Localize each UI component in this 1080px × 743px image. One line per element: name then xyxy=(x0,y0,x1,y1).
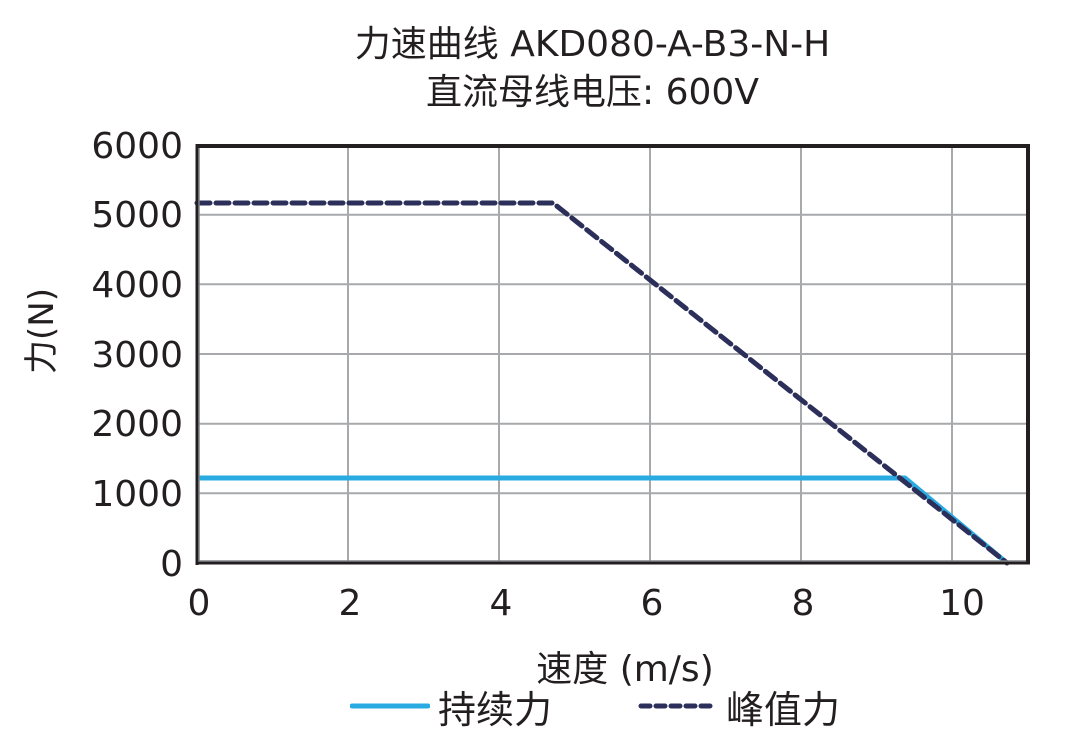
chart-title: 力速曲线 AKD080-A-B3-N-H xyxy=(354,24,831,65)
legend-item-peak: 峰值力 xyxy=(638,684,840,732)
ytick-0: 0 xyxy=(160,544,183,585)
chart-subtitle: 直流母线电压: 600V xyxy=(426,72,759,113)
y-axis-label: 力(N) xyxy=(22,288,62,374)
xtick-4: 4 xyxy=(490,583,513,624)
legend-label-peak: 峰值力 xyxy=(726,687,841,732)
continuous-force-line xyxy=(197,475,1009,565)
xtick-2: 2 xyxy=(339,583,362,624)
ytick-3000: 3000 xyxy=(91,335,183,376)
legend-solid-line-icon xyxy=(350,703,430,709)
xtick-8: 8 xyxy=(792,583,815,624)
y-axis-ticks: 0 1000 2000 3000 4000 5000 6000 xyxy=(91,126,183,585)
legend: 持续力 峰值力 xyxy=(0,684,1080,734)
legend-dashed-line-icon xyxy=(638,703,718,709)
xtick-10: 10 xyxy=(939,583,985,624)
legend-item-continuous: 持续力 xyxy=(350,684,552,732)
x-axis-label: 速度 (m/s) xyxy=(536,649,714,690)
ytick-1000: 1000 xyxy=(91,474,183,515)
ytick-6000: 6000 xyxy=(91,126,183,167)
ytick-2000: 2000 xyxy=(91,404,183,445)
legend-label-continuous: 持续力 xyxy=(438,687,553,732)
x-axis-ticks: 0 2 4 6 8 10 xyxy=(188,583,985,624)
plot-frame xyxy=(195,144,1030,565)
gridlines xyxy=(197,145,1028,563)
xtick-6: 6 xyxy=(641,583,664,624)
ytick-4000: 4000 xyxy=(91,265,183,306)
ytick-5000: 5000 xyxy=(91,195,183,236)
xtick-0: 0 xyxy=(188,583,211,624)
peak-force-line xyxy=(194,200,1010,566)
